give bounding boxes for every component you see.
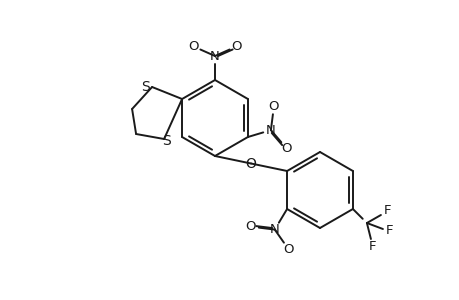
Text: F: F [383, 205, 391, 218]
Text: S: S [162, 134, 170, 148]
Text: N: N [269, 223, 279, 236]
Text: O: O [187, 40, 198, 53]
Text: O: O [245, 157, 256, 170]
Text: O: O [245, 220, 256, 233]
Text: O: O [268, 100, 279, 113]
Text: S: S [140, 80, 149, 94]
Text: O: O [280, 142, 291, 155]
Text: F: F [385, 224, 393, 238]
Text: O: O [283, 243, 293, 256]
Text: O: O [231, 40, 241, 53]
Text: F: F [369, 241, 376, 254]
Text: N: N [265, 124, 275, 136]
Text: N: N [210, 50, 219, 62]
